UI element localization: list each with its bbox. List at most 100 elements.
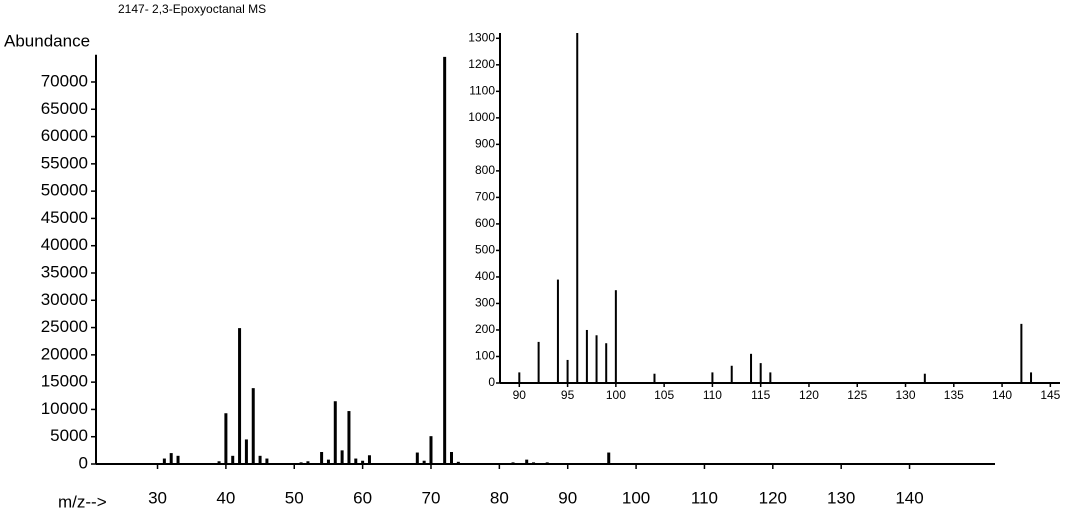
y-tick-label: 600	[475, 216, 495, 230]
y-tick-label: 1100	[469, 84, 495, 98]
y-tick-label: 15000	[41, 372, 88, 391]
x-tick-label: 95	[561, 388, 575, 402]
peak	[238, 328, 242, 464]
peak	[326, 459, 330, 464]
x-tick-label: 110	[691, 488, 718, 507]
x-tick-label: 120	[759, 488, 787, 507]
peak	[449, 451, 453, 464]
x-tick-label: 105	[654, 388, 674, 402]
peak	[354, 458, 358, 464]
y-tick-label: 300	[475, 296, 495, 310]
y-tick-label: 50000	[41, 181, 88, 200]
peak	[162, 458, 166, 464]
peak	[299, 462, 303, 464]
x-tick-label: 110	[703, 388, 722, 402]
peak	[576, 33, 579, 383]
y-tick-label: 900	[475, 137, 495, 151]
peak	[1030, 372, 1033, 383]
peak	[585, 329, 588, 383]
y-tick-label: 60000	[41, 126, 88, 145]
y-tick-label: 100	[475, 349, 495, 363]
y-tick-label: 40000	[41, 235, 88, 254]
peak	[306, 461, 310, 464]
peak	[265, 458, 269, 464]
y-tick-label: 200	[475, 322, 495, 336]
inset-background	[460, 28, 1066, 403]
y-tick-label: 400	[475, 269, 495, 283]
x-tick-label: 115	[751, 388, 770, 402]
y-tick-label: 0	[79, 453, 88, 472]
y-tick-label: 10000	[41, 399, 88, 418]
y-tick-label: 65000	[41, 99, 88, 118]
y-tick-label: 5000	[50, 426, 88, 445]
peak	[422, 460, 426, 464]
peak	[556, 279, 559, 383]
peak	[614, 290, 617, 383]
peak	[532, 462, 536, 464]
x-tick-label: 100	[622, 488, 650, 507]
y-tick-label: 45000	[41, 208, 88, 227]
peak	[361, 460, 365, 464]
peak	[456, 461, 460, 464]
x-tick-label: 130	[896, 388, 916, 402]
x-tick-label: 60	[353, 488, 372, 507]
peak	[545, 462, 549, 464]
y-tick-label: 55000	[41, 153, 88, 172]
x-tick-label: 140	[895, 488, 923, 507]
peak	[537, 341, 540, 383]
y-tick-label: 30000	[41, 290, 88, 309]
peak	[320, 451, 324, 464]
peak	[217, 461, 221, 464]
y-tick-label: 1000	[468, 110, 495, 124]
y-tick-label: 1200	[468, 57, 495, 71]
peak	[750, 353, 753, 383]
peak	[340, 450, 344, 464]
x-tick-label: 30	[148, 488, 167, 507]
peak	[367, 455, 371, 464]
peak	[518, 372, 521, 383]
y-tick-label: 800	[475, 163, 495, 177]
x-tick-label: 140	[992, 388, 1012, 402]
peak	[333, 401, 337, 464]
peak	[429, 436, 433, 464]
peak	[258, 455, 262, 464]
y-tick-label: 500	[475, 243, 495, 257]
peak	[525, 459, 529, 464]
peak	[169, 453, 173, 464]
x-axis-label: m/z-->	[58, 492, 107, 511]
y-axis-label: Abundance	[4, 31, 90, 50]
x-tick-label: 80	[490, 488, 509, 507]
y-tick-label: 35000	[41, 262, 88, 281]
x-tick-label: 90	[513, 388, 527, 402]
x-tick-label: 100	[606, 388, 626, 402]
peak	[443, 56, 447, 464]
peak	[511, 462, 515, 464]
peak	[176, 455, 180, 464]
peak	[769, 372, 772, 383]
y-tick-label: 25000	[41, 317, 88, 336]
peak	[711, 372, 714, 383]
x-tick-label: 145	[1040, 388, 1060, 402]
peak	[224, 413, 228, 464]
peak	[605, 343, 608, 383]
peak	[923, 373, 926, 383]
peak	[244, 439, 248, 464]
x-tick-label: 125	[847, 388, 867, 402]
peak	[595, 335, 598, 383]
peak	[566, 359, 569, 383]
y-tick-label: 1300	[468, 30, 495, 44]
peak	[653, 373, 656, 383]
peak	[251, 388, 255, 464]
x-tick-label: 40	[216, 488, 235, 507]
peak	[607, 452, 611, 464]
peak	[730, 365, 733, 383]
x-tick-label: 50	[285, 488, 304, 507]
y-tick-label: 700	[475, 190, 495, 204]
peak	[1020, 323, 1023, 383]
peak	[415, 452, 419, 464]
y-tick-label: 70000	[41, 71, 88, 90]
x-tick-label: 135	[944, 388, 964, 402]
peak	[231, 455, 235, 464]
y-tick-label: 20000	[41, 344, 88, 363]
